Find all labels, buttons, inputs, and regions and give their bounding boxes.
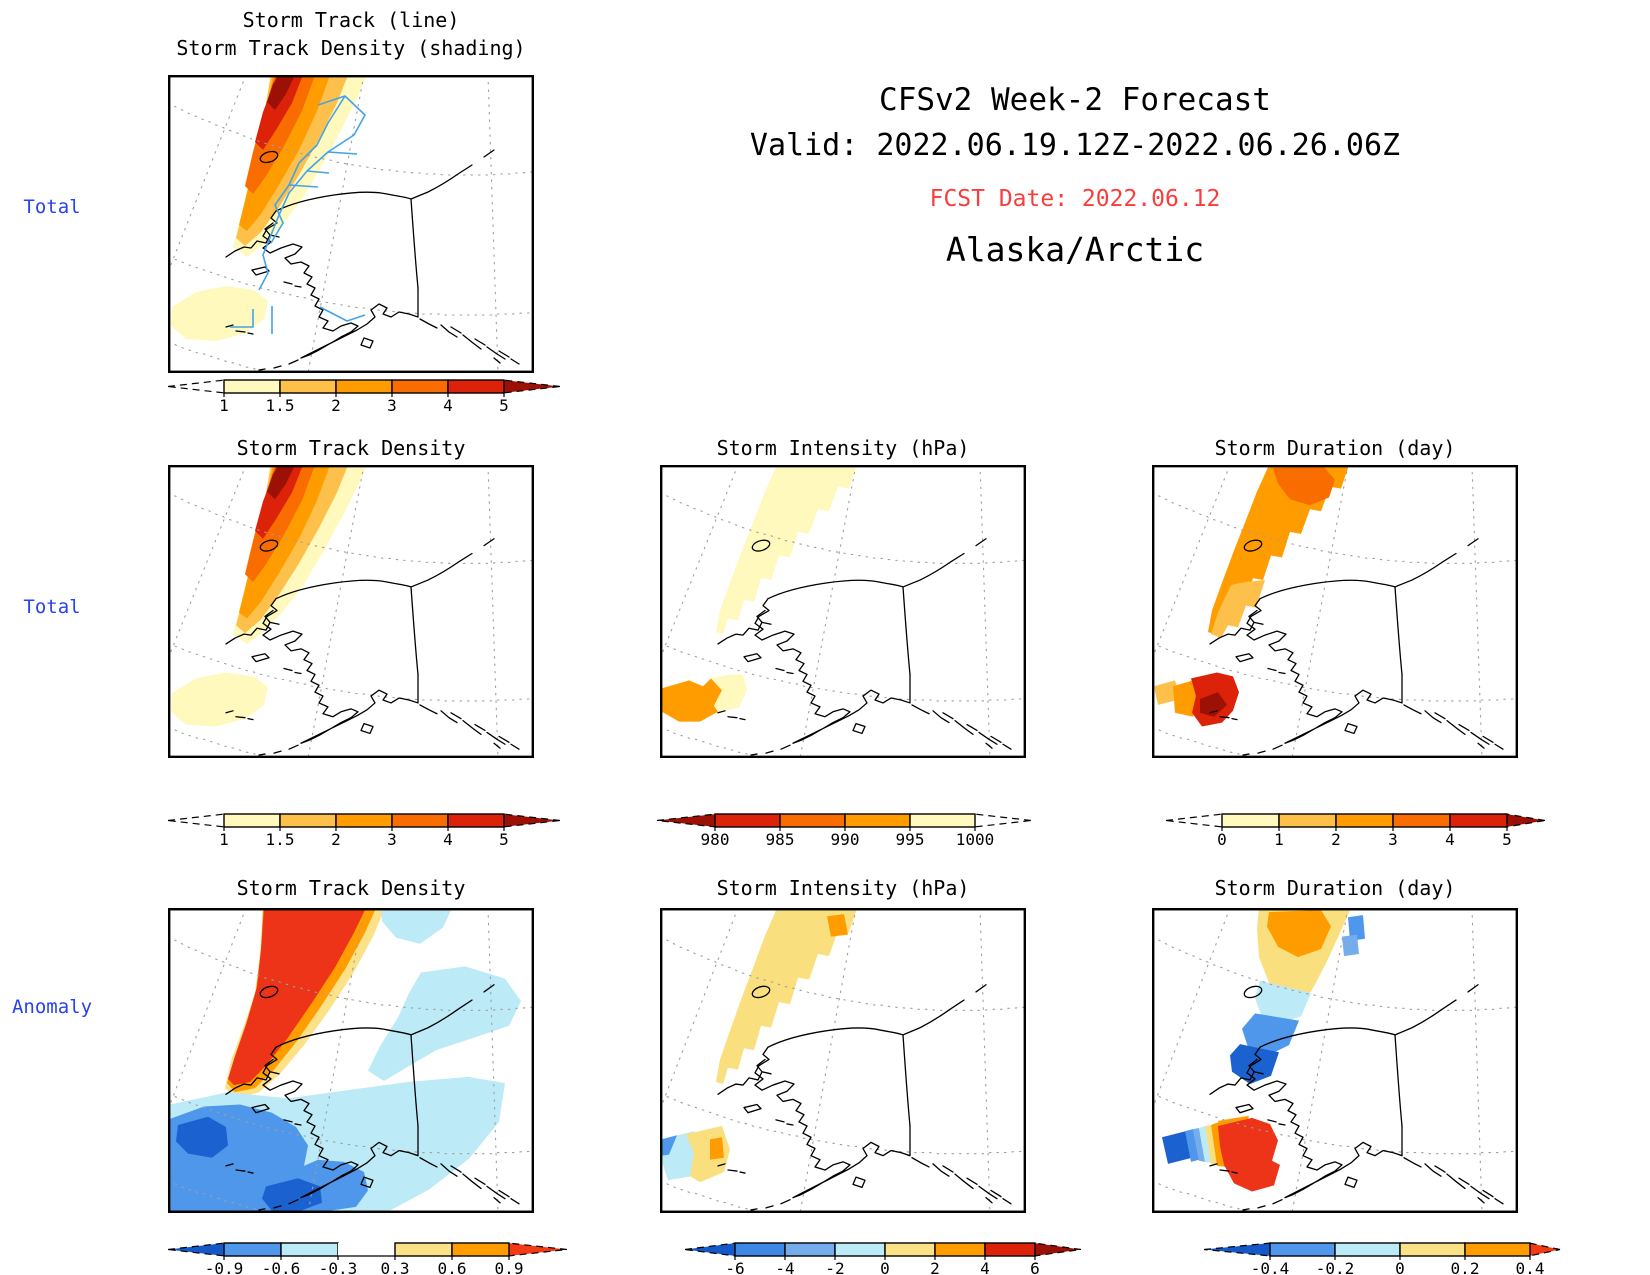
svg-text:4: 4 xyxy=(980,1259,990,1275)
svg-text:1: 1 xyxy=(219,396,229,415)
region-title: Alaska/Arctic xyxy=(945,230,1205,269)
svg-text:6: 6 xyxy=(1030,1259,1040,1275)
svg-text:-0.2: -0.2 xyxy=(1316,1259,1355,1275)
svg-text:985: 985 xyxy=(766,830,795,849)
svg-text:0: 0 xyxy=(1395,1259,1405,1275)
panel-title-duration-anomaly: Storm Duration (day) xyxy=(1214,876,1456,900)
panel-title-intensity-total: Storm Intensity (hPa) xyxy=(716,436,970,460)
svg-text:-6: -6 xyxy=(725,1259,744,1275)
map-density-anomaly xyxy=(168,908,534,1213)
map-duration-anomaly xyxy=(1152,908,1518,1213)
svg-text:-0.4: -0.4 xyxy=(1251,1259,1290,1275)
svg-text:3: 3 xyxy=(1388,830,1398,849)
row-label-anomaly: Anomaly xyxy=(11,996,93,1018)
svg-text:3: 3 xyxy=(387,396,397,415)
svg-text:-0.9: -0.9 xyxy=(205,1259,244,1275)
svg-text:1: 1 xyxy=(219,830,229,849)
svg-text:5: 5 xyxy=(499,396,509,415)
svg-text:2: 2 xyxy=(930,1259,940,1275)
svg-text:-0.6: -0.6 xyxy=(262,1259,301,1275)
colorbar-density-top: 1 1.5 2 3 4 5 xyxy=(164,377,580,417)
panel-title-intensity-anomaly: Storm Intensity (hPa) xyxy=(716,876,970,900)
svg-text:990: 990 xyxy=(831,830,860,849)
map-storm-track-total xyxy=(168,75,534,373)
svg-text:0.2: 0.2 xyxy=(1451,1259,1480,1275)
map-intensity-total xyxy=(660,465,1026,758)
panel-title-density-total: Storm Track Density xyxy=(236,436,466,460)
svg-text:1.5: 1.5 xyxy=(266,830,295,849)
svg-text:995: 995 xyxy=(896,830,925,849)
colorbar-density-anomaly: -0.9 -0.6 -0.3 0.3 0.6 0.9 xyxy=(164,1240,587,1275)
svg-text:0.6: 0.6 xyxy=(438,1259,467,1275)
svg-text:-0.3: -0.3 xyxy=(319,1259,358,1275)
svg-text:1000: 1000 xyxy=(956,830,995,849)
svg-text:2: 2 xyxy=(331,830,341,849)
svg-text:0: 0 xyxy=(880,1259,890,1275)
valid-period: Valid: 2022.06.19.12Z-2022.06.26.06Z xyxy=(749,128,1401,163)
svg-text:0.9: 0.9 xyxy=(495,1259,524,1275)
svg-text:5: 5 xyxy=(499,830,509,849)
svg-text:5: 5 xyxy=(1502,830,1512,849)
colorbar-duration-total: 0 1 2 3 4 5 xyxy=(1162,811,1565,851)
colorbar-density-total: 1 1.5 2 3 4 5 xyxy=(164,811,580,851)
colorbar-intensity-anomaly: -6 -4 -2 0 2 4 6 xyxy=(681,1240,1101,1275)
colorbar-intensity-total: 980 985 990 995 1000 xyxy=(653,811,1051,851)
svg-text:2: 2 xyxy=(1331,830,1341,849)
panel-title-storm-track-density-shading: Storm Track Density (shading) xyxy=(176,36,526,60)
panel-title-storm-track-line: Storm Track (line) xyxy=(242,8,460,32)
row-label-total-2: Total xyxy=(23,596,81,618)
svg-text:3: 3 xyxy=(387,830,397,849)
page-title: CFSv2 Week-2 Forecast xyxy=(879,82,1271,118)
fcst-date: FCST Date: 2022.06.12 xyxy=(929,186,1221,212)
map-density-total xyxy=(168,465,534,758)
svg-text:980: 980 xyxy=(701,830,730,849)
svg-text:-4: -4 xyxy=(775,1259,794,1275)
panel-title-duration-total: Storm Duration (day) xyxy=(1214,436,1456,460)
svg-text:1: 1 xyxy=(1274,830,1284,849)
svg-text:0: 0 xyxy=(1217,830,1227,849)
row-label-total-1: Total xyxy=(23,196,81,218)
svg-text:1.5: 1.5 xyxy=(266,396,295,415)
svg-text:2: 2 xyxy=(331,396,341,415)
colorbar-duration-anomaly: -0.4 -0.2 0 0.2 0.4 xyxy=(1200,1240,1580,1275)
svg-text:-2: -2 xyxy=(825,1259,844,1275)
svg-text:0.3: 0.3 xyxy=(381,1259,410,1275)
svg-text:0.4: 0.4 xyxy=(1516,1259,1545,1275)
svg-text:4: 4 xyxy=(443,396,453,415)
map-intensity-anomaly xyxy=(660,908,1026,1213)
svg-text:4: 4 xyxy=(443,830,453,849)
panel-title-density-anomaly: Storm Track Density xyxy=(236,876,466,900)
map-duration-total xyxy=(1152,465,1518,758)
svg-text:4: 4 xyxy=(1445,830,1455,849)
